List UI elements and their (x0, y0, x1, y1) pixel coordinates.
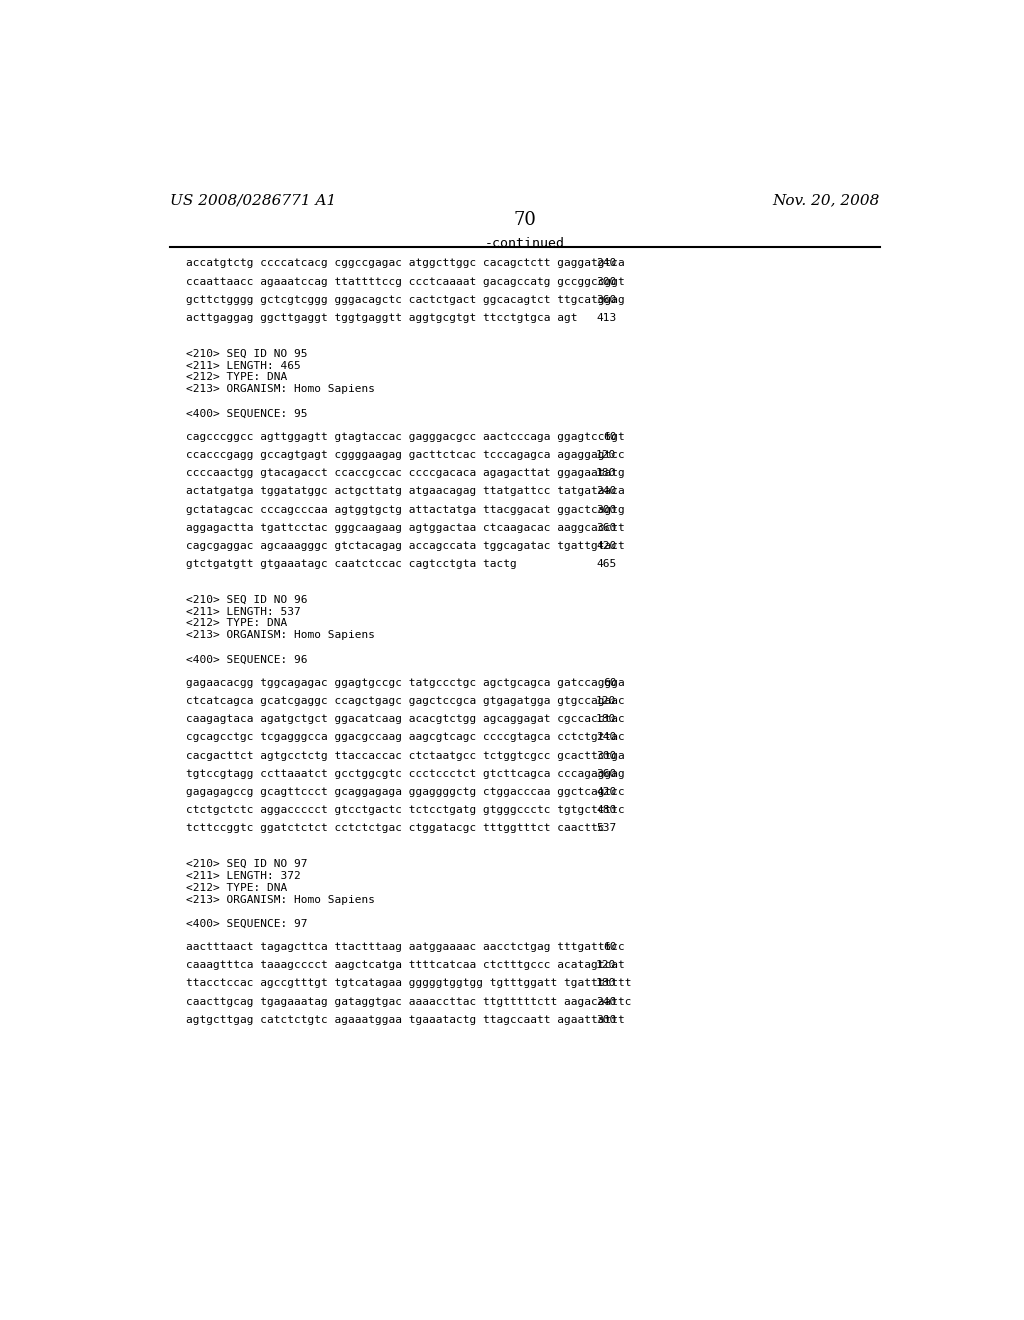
Text: 420: 420 (596, 541, 616, 550)
Text: tgtccgtagg ccttaaatct gcctggcgtc ccctccctct gtcttcagca cccagaggag: tgtccgtagg ccttaaatct gcctggcgtc ccctccc… (186, 768, 625, 779)
Text: <210> SEQ ID NO 95: <210> SEQ ID NO 95 (186, 348, 307, 359)
Text: 300: 300 (596, 751, 616, 760)
Text: 240: 240 (596, 259, 616, 268)
Text: 360: 360 (596, 768, 616, 779)
Text: <210> SEQ ID NO 96: <210> SEQ ID NO 96 (186, 594, 307, 605)
Text: acttgaggag ggcttgaggt tggtgaggtt aggtgcgtgt ttcctgtgca agt: acttgaggag ggcttgaggt tggtgaggtt aggtgcg… (186, 313, 578, 323)
Text: aactttaact tagagcttca ttactttaag aatggaaaac aacctctgag tttgatttcc: aactttaact tagagcttca ttactttaag aatggaa… (186, 942, 625, 952)
Text: <213> ORGANISM: Homo Sapiens: <213> ORGANISM: Homo Sapiens (186, 895, 375, 904)
Text: 180: 180 (596, 714, 616, 725)
Text: <211> LENGTH: 372: <211> LENGTH: 372 (186, 871, 301, 880)
Text: US 2008/0286771 A1: US 2008/0286771 A1 (170, 193, 336, 207)
Text: 537: 537 (596, 822, 616, 833)
Text: caagagtaca agatgctgct ggacatcaag acacgtctgg agcaggagat cgccacctac: caagagtaca agatgctgct ggacatcaag acacgtc… (186, 714, 625, 725)
Text: ccaattaacc agaaatccag ttattttccg ccctcaaaat gacagccatg gccggccggt: ccaattaacc agaaatccag ttattttccg ccctcaa… (186, 277, 625, 286)
Text: gtctgatgtt gtgaaatagc caatctccac cagtcctgta tactg: gtctgatgtt gtgaaatagc caatctccac cagtcct… (186, 558, 517, 569)
Text: 300: 300 (596, 277, 616, 286)
Text: <213> ORGANISM: Homo Sapiens: <213> ORGANISM: Homo Sapiens (186, 631, 375, 640)
Text: ccacccgagg gccagtgagt cggggaagag gacttctcac tcccagagca agaggagtcc: ccacccgagg gccagtgagt cggggaagag gacttct… (186, 450, 625, 461)
Text: tcttccggtc ggatctctct cctctctgac ctggatacgc tttggtttct caacttc: tcttccggtc ggatctctct cctctctgac ctggata… (186, 822, 604, 833)
Text: 300: 300 (596, 1015, 616, 1024)
Text: gctatagcac cccagcccaa agtggtgctg attactatga ttacggacat ggactcagtg: gctatagcac cccagcccaa agtggtgctg attacta… (186, 504, 625, 515)
Text: ttacctccac agccgtttgt tgtcatagaa gggggtggtgg tgtttggatt tgattttttt: ttacctccac agccgtttgt tgtcatagaa gggggtg… (186, 978, 632, 989)
Text: <211> LENGTH: 465: <211> LENGTH: 465 (186, 360, 301, 371)
Text: <400> SEQUENCE: 96: <400> SEQUENCE: 96 (186, 655, 307, 664)
Text: <212> TYPE: DNA: <212> TYPE: DNA (186, 372, 288, 383)
Text: -continued: -continued (484, 238, 565, 249)
Text: accatgtctg ccccatcacg cggccgagac atggcttggc cacagctctt gaggatgtca: accatgtctg ccccatcacg cggccgagac atggctt… (186, 259, 625, 268)
Text: 60: 60 (603, 942, 616, 952)
Text: 480: 480 (596, 805, 616, 814)
Text: cgcagcctgc tcgagggcca ggacgccaag aagcgtcagc ccccgtagca cctctgttac: cgcagcctgc tcgagggcca ggacgccaag aagcgtc… (186, 733, 625, 742)
Text: 465: 465 (596, 558, 616, 569)
Text: caaagtttca taaagcccct aagctcatga ttttcatcaa ctctttgccc acatagtcat: caaagtttca taaagcccct aagctcatga ttttcat… (186, 961, 625, 970)
Text: 360: 360 (596, 294, 616, 305)
Text: 60: 60 (603, 678, 616, 688)
Text: <212> TYPE: DNA: <212> TYPE: DNA (186, 619, 288, 628)
Text: 413: 413 (596, 313, 616, 323)
Text: 180: 180 (596, 978, 616, 989)
Text: Nov. 20, 2008: Nov. 20, 2008 (772, 193, 880, 207)
Text: caacttgcag tgagaaatag gataggtgac aaaaccttac ttgtttttctt aagacaattc: caacttgcag tgagaaatag gataggtgac aaaacct… (186, 997, 632, 1007)
Text: 240: 240 (596, 997, 616, 1007)
Text: cacgacttct agtgcctctg ttaccaccac ctctaatgcc tctggtcgcc gcacttctga: cacgacttct agtgcctctg ttaccaccac ctctaat… (186, 751, 625, 760)
Text: gagagagccg gcagttccct gcaggagaga ggaggggctg ctggacccaa ggctcagtcc: gagagagccg gcagttccct gcaggagaga ggagggg… (186, 787, 625, 797)
Text: ctctgctctc aggaccccct gtcctgactc tctcctgatg gtgggccctc tgtgctcttc: ctctgctctc aggaccccct gtcctgactc tctcctg… (186, 805, 625, 814)
Text: 60: 60 (603, 432, 616, 442)
Text: 300: 300 (596, 504, 616, 515)
Text: cagcgaggac agcaaagggc gtctacagag accagccata tggcagatac tgattgtact: cagcgaggac agcaaagggc gtctacagag accagcc… (186, 541, 625, 550)
Text: 240: 240 (596, 733, 616, 742)
Text: <212> TYPE: DNA: <212> TYPE: DNA (186, 883, 288, 892)
Text: aggagactta tgattcctac gggcaagaag agtggactaa ctcaagacac aaggcacctt: aggagactta tgattcctac gggcaagaag agtggac… (186, 523, 625, 532)
Text: ctcatcagca gcatcgaggc ccagctgagc gagctccgca gtgagatgga gtgccagaac: ctcatcagca gcatcgaggc ccagctgagc gagctcc… (186, 696, 625, 706)
Text: 120: 120 (596, 450, 616, 461)
Text: agtgcttgag catctctgtc agaaatggaa tgaaatactg ttagccaatt agaattattt: agtgcttgag catctctgtc agaaatggaa tgaaata… (186, 1015, 625, 1024)
Text: 120: 120 (596, 696, 616, 706)
Text: <400> SEQUENCE: 97: <400> SEQUENCE: 97 (186, 919, 307, 928)
Text: 120: 120 (596, 961, 616, 970)
Text: 180: 180 (596, 469, 616, 478)
Text: <400> SEQUENCE: 95: <400> SEQUENCE: 95 (186, 408, 307, 418)
Text: <210> SEQ ID NO 97: <210> SEQ ID NO 97 (186, 859, 307, 869)
Text: 420: 420 (596, 787, 616, 797)
Text: <213> ORGANISM: Homo Sapiens: <213> ORGANISM: Homo Sapiens (186, 384, 375, 395)
Text: gagaacacgg tggcagagac ggagtgccgc tatgccctgc agctgcagca gatccaggga: gagaacacgg tggcagagac ggagtgccgc tatgccc… (186, 678, 625, 688)
Text: 240: 240 (596, 487, 616, 496)
Text: gcttctgggg gctcgtcggg gggacagctc cactctgact ggcacagtct ttgcatggag: gcttctgggg gctcgtcggg gggacagctc cactctg… (186, 294, 625, 305)
Text: <211> LENGTH: 537: <211> LENGTH: 537 (186, 607, 301, 616)
Text: cagcccggcc agttggagtt gtagtaccac gagggacgcc aactcccaga ggagtcctgt: cagcccggcc agttggagtt gtagtaccac gagggac… (186, 432, 625, 442)
Text: ccccaactgg gtacagacct ccaccgccac ccccgacaca agagacttat ggagaatatg: ccccaactgg gtacagacct ccaccgccac ccccgac… (186, 469, 625, 478)
Text: 360: 360 (596, 523, 616, 532)
Text: actatgatga tggatatggc actgcttatg atgaacagag ttatgattcc tatgataaca: actatgatga tggatatggc actgcttatg atgaaca… (186, 487, 625, 496)
Text: 70: 70 (513, 211, 537, 228)
